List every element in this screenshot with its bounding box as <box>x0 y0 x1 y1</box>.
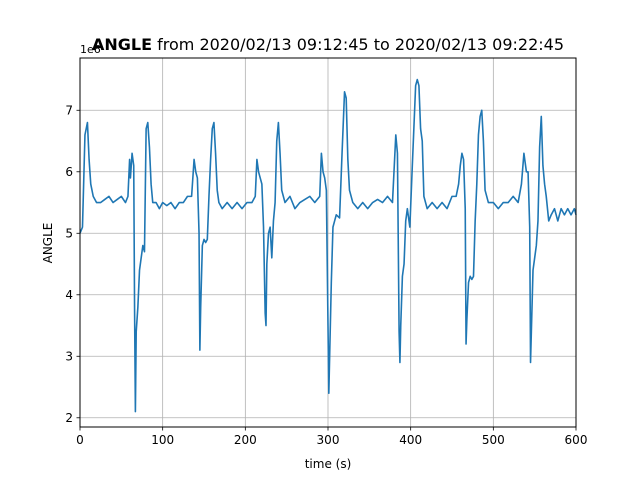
x-tick-label: 300 <box>317 433 340 447</box>
x-tick-label: 500 <box>482 433 505 447</box>
series-layer <box>79 78 577 413</box>
angle-series-line <box>79 78 577 413</box>
y-tick-label: 4 <box>65 288 73 302</box>
chart-title: ANGLE from 2020/02/13 09:12:45 to 2020/0… <box>92 35 564 54</box>
x-tick-label: 200 <box>234 433 257 447</box>
axis-ticks: 0 100 200 300 400 500 600 2 3 4 5 6 7 <box>65 103 587 447</box>
chart-title-rest: from 2020/02/13 09:12:45 to 2020/02/13 0… <box>152 35 564 54</box>
plot-frame <box>79 57 577 428</box>
y-tick-label: 6 <box>65 165 73 179</box>
x-tick-label: 100 <box>151 433 174 447</box>
x-tick-label: 0 <box>76 433 84 447</box>
y-tick-label: 7 <box>65 103 73 117</box>
y-tick-label: 5 <box>65 226 73 240</box>
x-tick-label: 600 <box>565 433 588 447</box>
x-tick-label: 400 <box>399 433 422 447</box>
chart-title-bold: ANGLE <box>92 35 152 54</box>
y-axis-label: ANGLE <box>41 223 55 264</box>
y-tick-label: 3 <box>65 349 73 363</box>
y-offset-label: 1e6 <box>80 43 101 56</box>
y-tick-label: 2 <box>65 411 73 425</box>
x-axis-label: time (s) <box>305 457 352 471</box>
